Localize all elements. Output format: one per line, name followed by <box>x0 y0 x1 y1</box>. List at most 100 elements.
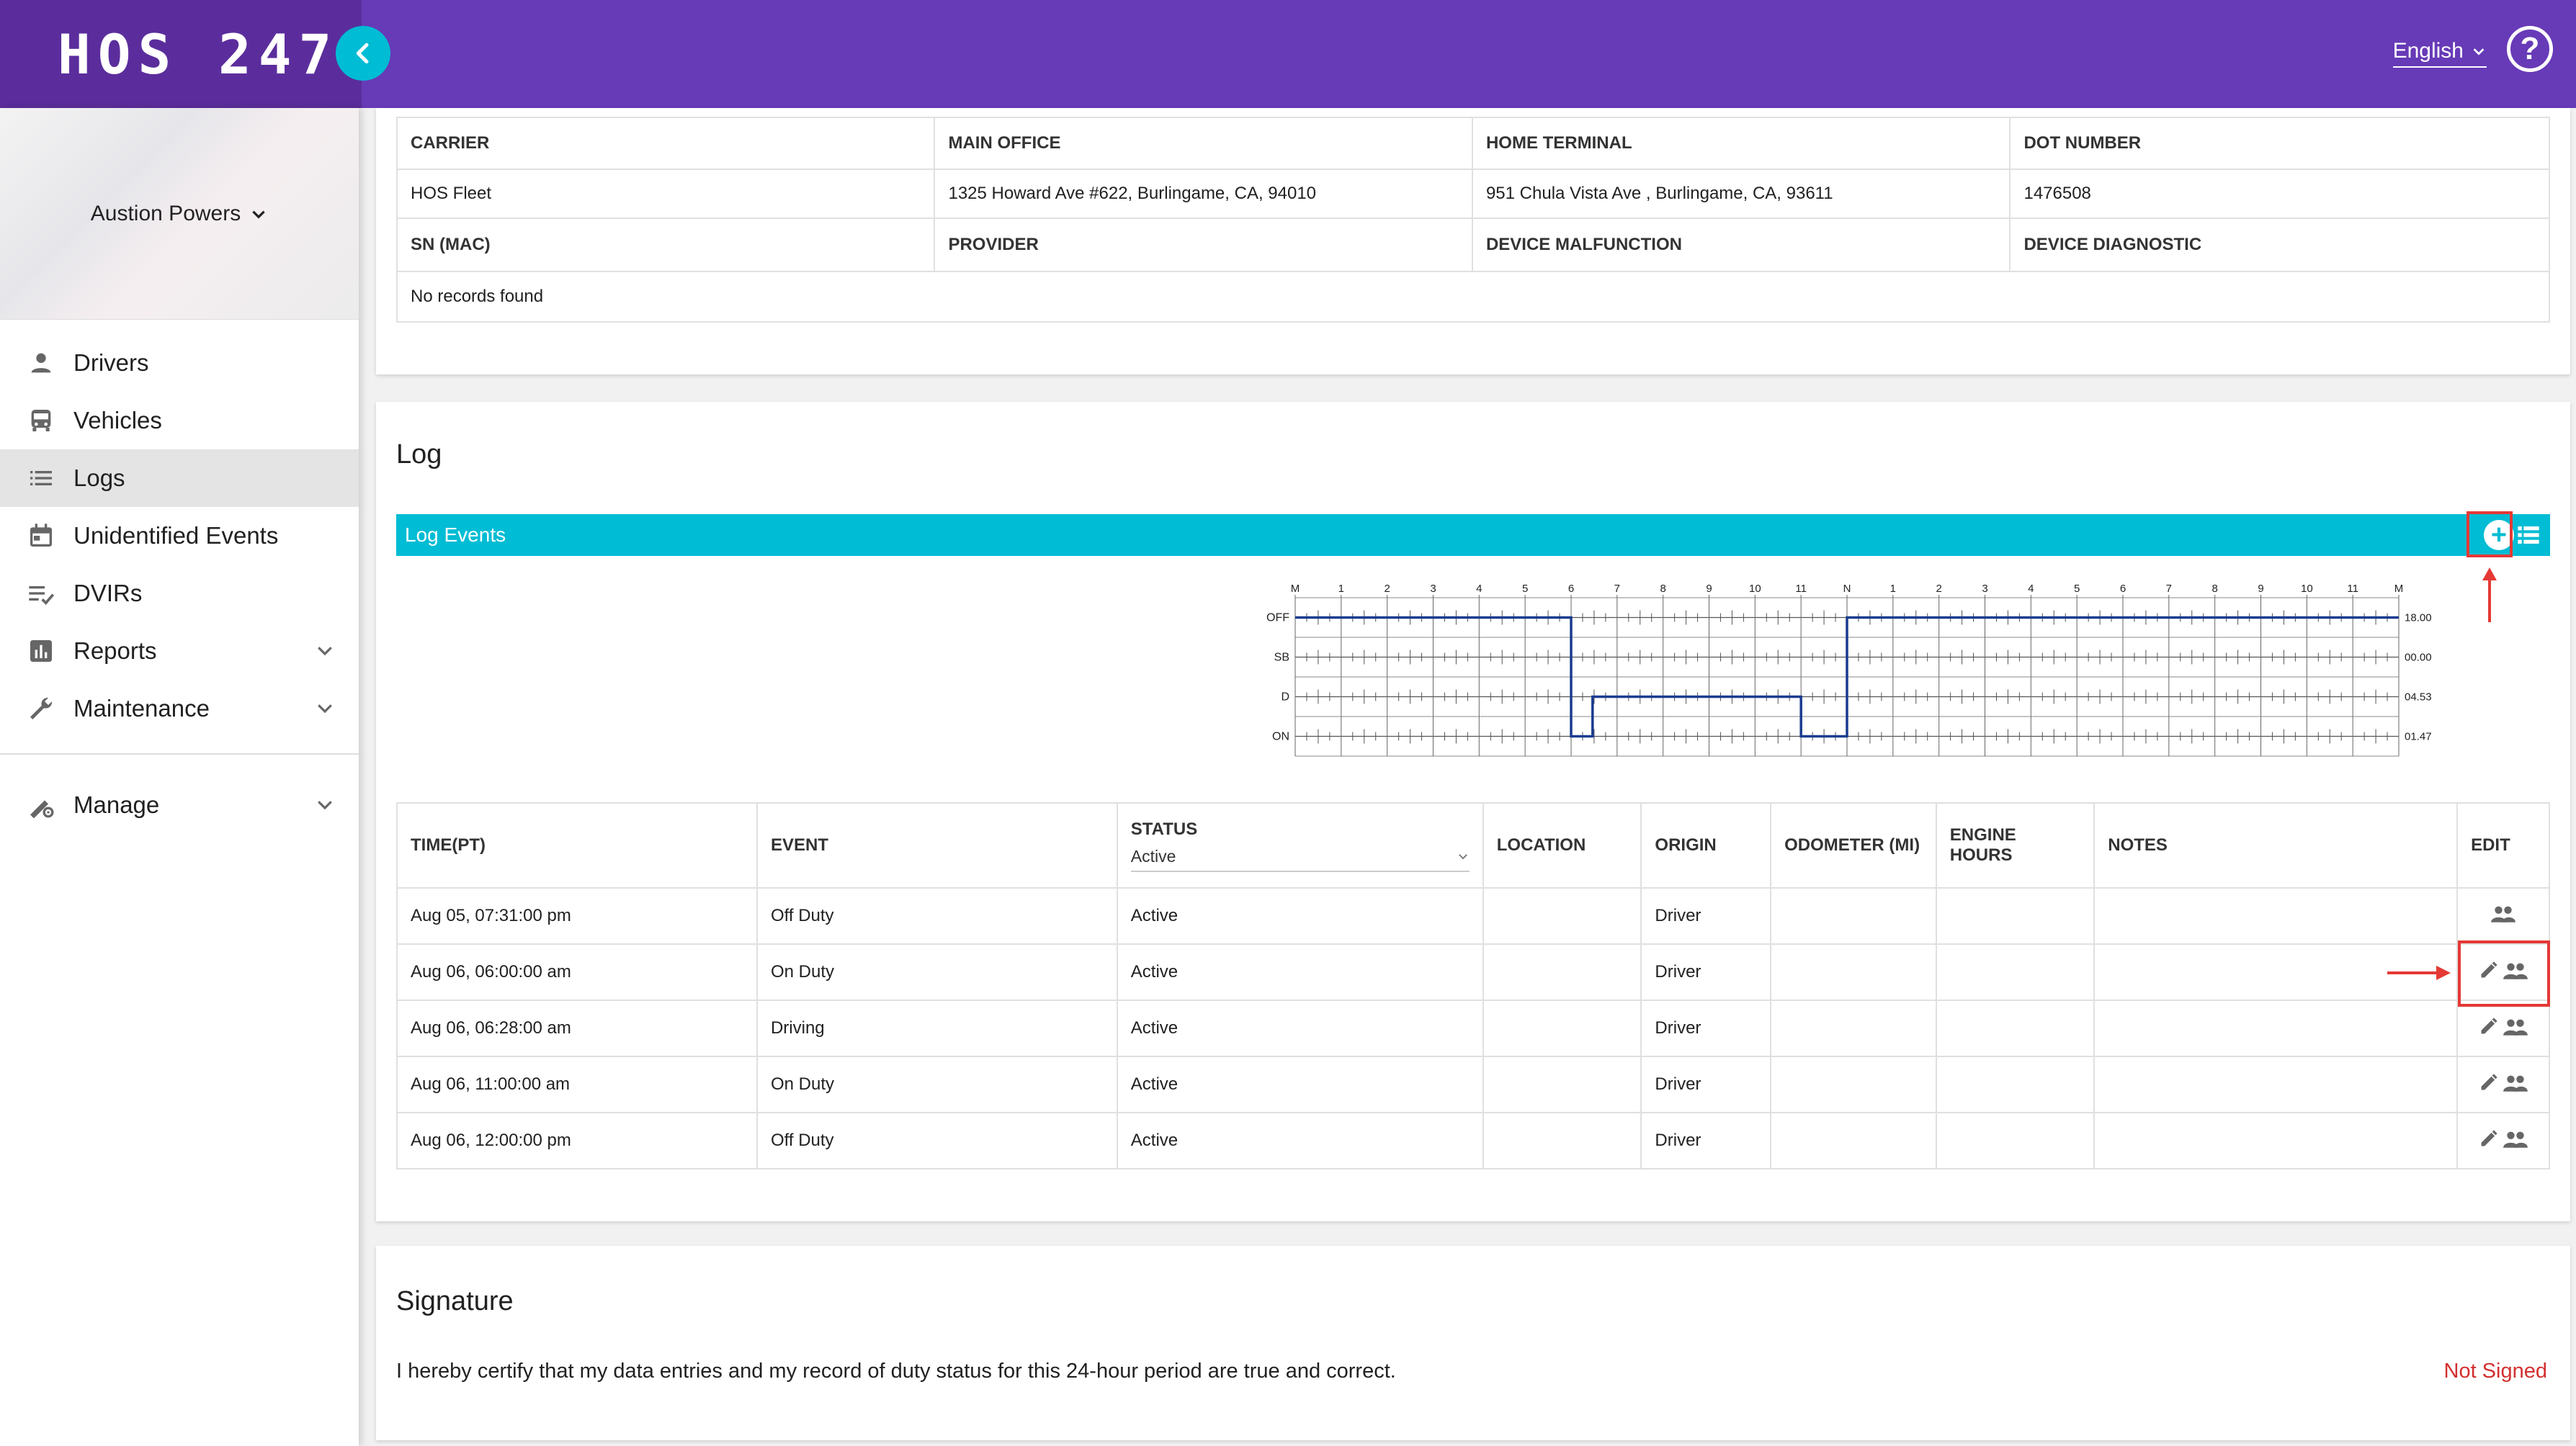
chevron-down-icon <box>2473 48 2485 55</box>
cell-event: Off Duty <box>756 887 1118 945</box>
cell-notes <box>2093 1000 2459 1057</box>
edit-pencil-icon[interactable] <box>2479 1016 2499 1036</box>
sidebar-item-reports[interactable]: Reports <box>0 622 359 680</box>
cell-odometer <box>1770 1112 1937 1169</box>
hour-label: 11 <box>1795 583 1807 595</box>
cell-edit <box>2456 1056 2550 1113</box>
status-total-label: 01.47 <box>2405 731 2432 743</box>
list-view-icon <box>2518 526 2539 544</box>
hour-label: N <box>1843 583 1851 595</box>
user-name: Austion Powers <box>90 201 241 225</box>
add-event-button[interactable]: + <box>2484 520 2514 550</box>
cell-event: On Duty <box>756 943 1118 1001</box>
language-select[interactable]: English <box>2392 39 2487 68</box>
carrier-info-card: CARRIER MAIN OFFICE HOME TERMINAL DOT NU… <box>376 108 2570 374</box>
annotation-arrow-up <box>2482 567 2497 622</box>
log-events-label: Log Events <box>405 524 506 546</box>
cell-event: Driving <box>756 1000 1118 1057</box>
cell-odometer <box>1770 943 1937 1001</box>
hour-label: 1 <box>1338 583 1344 595</box>
sidebar-item-unidentified-events[interactable]: Unidentified Events <box>0 507 359 565</box>
cell-engine-hours <box>1935 1112 2096 1169</box>
assign-people-icon[interactable] <box>2503 1018 2528 1036</box>
cell-edit <box>2456 887 2550 945</box>
cell-location <box>1482 943 1642 1001</box>
sidebar-item-maintenance[interactable]: Maintenance <box>0 680 359 737</box>
edit-pencil-icon[interactable] <box>2479 960 2499 980</box>
sidebar-item-label: Manage <box>73 791 160 818</box>
cell-status: Active <box>1116 1056 1484 1113</box>
main-office-header: MAIN OFFICE <box>934 117 1473 170</box>
sidebar-item-label: Drivers <box>73 349 149 376</box>
column-header-location: LOCATION <box>1482 802 1642 889</box>
cell-time: Aug 05, 07:31:00 pm <box>396 887 758 945</box>
collapse-sidebar-button[interactable] <box>336 26 390 81</box>
dot-number-header: DOT NUMBER <box>2009 117 2550 170</box>
hour-label: 4 <box>1476 583 1482 595</box>
hour-label: 7 <box>1614 583 1620 595</box>
sidebar-item-vehicles[interactable]: Vehicles <box>0 392 359 449</box>
hour-label: 2 <box>1384 583 1390 595</box>
status-row-label: D <box>1281 691 1289 704</box>
checklist-icon <box>24 577 58 610</box>
cell-location <box>1482 887 1642 945</box>
sidebar-item-label: Logs <box>73 464 125 491</box>
sidebar-item-dvirs[interactable]: DVIRs <box>0 565 359 622</box>
language-label: English <box>2392 39 2464 63</box>
assign-people-icon[interactable] <box>2491 904 2515 923</box>
edit-pencil-icon[interactable] <box>2479 1128 2499 1149</box>
certification-text: I hereby certify that my data entries an… <box>396 1360 1396 1383</box>
sidebar-item-label: Reports <box>73 637 157 664</box>
edit-pencil-icon[interactable] <box>2479 1072 2499 1092</box>
duty-status-line <box>1295 616 2399 738</box>
column-header-edit: EDIT <box>2456 802 2550 889</box>
main-office-value: 1325 Howard Ave #622, Burlingame, CA, 94… <box>934 169 1473 219</box>
chevron-down-icon <box>318 704 332 714</box>
hour-label: 2 <box>1936 583 1941 595</box>
device-diagnostic-header: DEVICE DIAGNOSTIC <box>2009 217 2550 272</box>
hour-label: 4 <box>2028 583 2034 595</box>
hour-label: 7 <box>2166 583 2172 595</box>
cell-origin: Driver <box>1640 1056 1772 1113</box>
home-terminal-value: 951 Chula Vista Ave , Burlingame, CA, 93… <box>1471 169 2011 219</box>
assign-people-icon[interactable] <box>2503 1074 2528 1092</box>
column-header-origin: ORIGIN <box>1640 802 1772 889</box>
cell-location <box>1482 1056 1642 1113</box>
user-profile: Austion Powers <box>0 108 359 320</box>
hour-label: M <box>1291 583 1300 595</box>
sidebar-item-label: Unidentified Events <box>73 522 279 549</box>
cell-location <box>1482 1000 1642 1057</box>
cell-event: On Duty <box>756 1056 1118 1113</box>
hour-label: 10 <box>1749 583 1761 595</box>
sidebar-item-manage[interactable]: Manage <box>0 776 359 834</box>
bar-chart-icon <box>24 634 58 668</box>
sidebar-item-label: Vehicles <box>73 407 162 434</box>
sidebar-item-label: Maintenance <box>73 695 210 722</box>
chevron-down-icon <box>318 647 332 656</box>
plus-icon: + <box>2490 520 2508 550</box>
logo-area: HOS 247 <box>0 0 362 108</box>
user-menu[interactable]: Austion Powers <box>91 202 268 226</box>
status-row-label: SB <box>1274 652 1289 664</box>
annotation-highlight-edit <box>2458 940 2550 1007</box>
cell-origin: Driver <box>1640 887 1772 945</box>
assign-people-icon[interactable] <box>2503 961 2528 980</box>
assign-people-icon[interactable] <box>2503 1130 2528 1149</box>
hour-label: 11 <box>2347 583 2358 595</box>
hour-label: 9 <box>2258 583 2263 595</box>
help-icon: ? <box>2520 31 2540 66</box>
cell-event: Off Duty <box>756 1112 1118 1169</box>
sidebar-item-logs[interactable]: Logs <box>0 449 359 507</box>
logo[interactable]: HOS 247 <box>58 22 339 86</box>
help-button[interactable]: ? <box>2507 26 2553 72</box>
chevron-left-icon <box>356 42 369 64</box>
hour-label: 5 <box>1522 583 1528 595</box>
signature-card: Signature I hereby certify that my data … <box>376 1246 2570 1440</box>
column-header-event: EVENT <box>756 802 1118 889</box>
list-view-button[interactable] <box>2517 524 2540 551</box>
manage-settings-icon <box>24 789 58 822</box>
cell-odometer <box>1770 1056 1937 1113</box>
cell-time: Aug 06, 12:00:00 pm <box>396 1112 758 1169</box>
sidebar-item-drivers[interactable]: Drivers <box>0 334 359 392</box>
status-filter-select[interactable]: Active <box>1130 847 1470 872</box>
